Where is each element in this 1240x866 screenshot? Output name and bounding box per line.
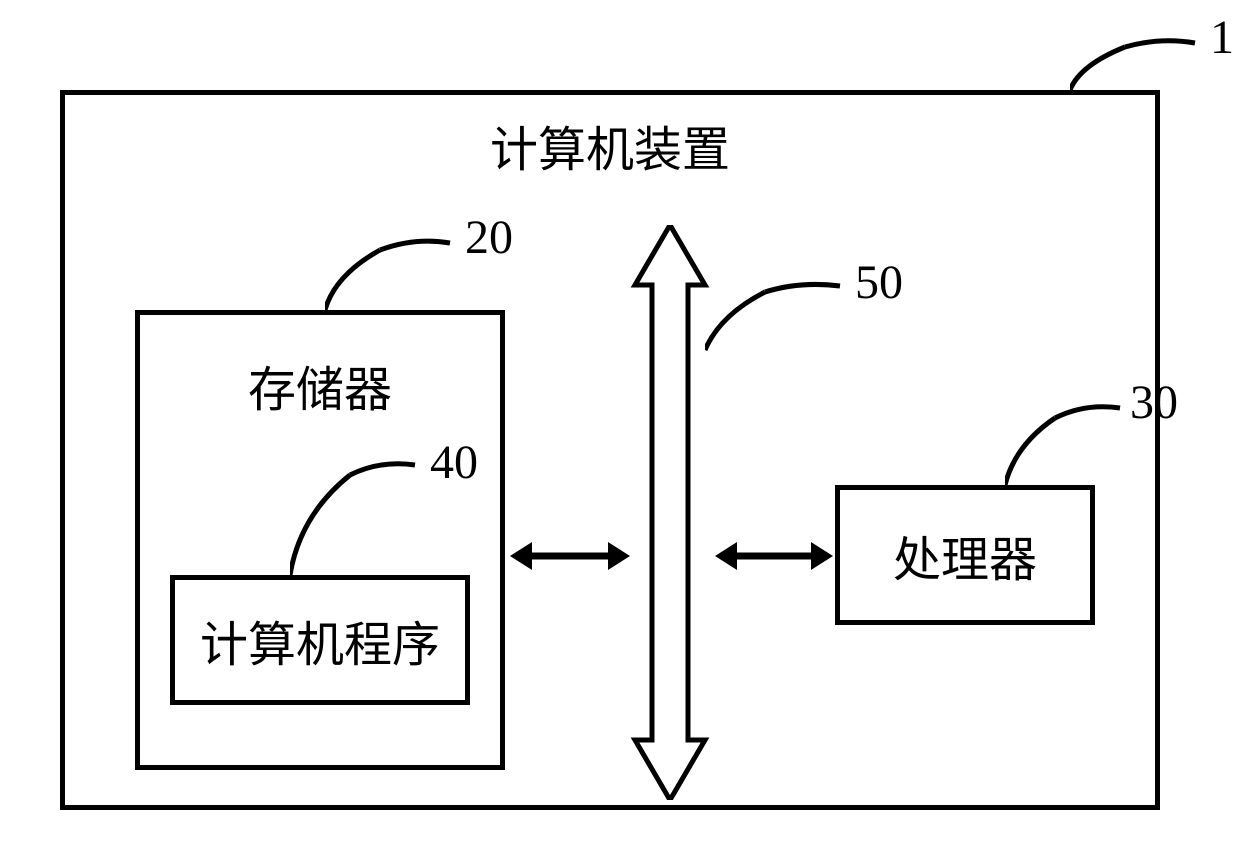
connector-arrow-right [715, 538, 833, 574]
storage-box-title: 存储器 [248, 350, 392, 420]
leader-line-20 [325, 235, 455, 315]
outer-box-title: 计算机装置 [490, 110, 730, 180]
connector-arrow-left [510, 538, 630, 574]
leader-line-30 [1005, 400, 1125, 490]
program-box: 计算机程序 [170, 575, 470, 705]
storage-box: 存储器 计算机程序 40 [135, 310, 505, 770]
outer-box: 计算机装置 存储器 计算机程序 40 20 处理器 [60, 90, 1160, 810]
label-40: 40 [430, 435, 478, 490]
leader-line-40 [290, 455, 420, 575]
label-1: 1 [1210, 10, 1234, 65]
computer-device-diagram: 计算机装置 存储器 计算机程序 40 20 处理器 [60, 50, 1180, 820]
processor-box-title: 处理器 [893, 520, 1037, 590]
leader-line-1 [1070, 35, 1200, 95]
label-20: 20 [465, 210, 513, 265]
label-50: 50 [855, 255, 903, 310]
bus-arrow [630, 225, 710, 800]
label-30: 30 [1130, 375, 1178, 430]
leader-line-50 [705, 280, 845, 360]
processor-box: 处理器 [835, 485, 1095, 625]
program-box-title: 计算机程序 [200, 605, 440, 675]
